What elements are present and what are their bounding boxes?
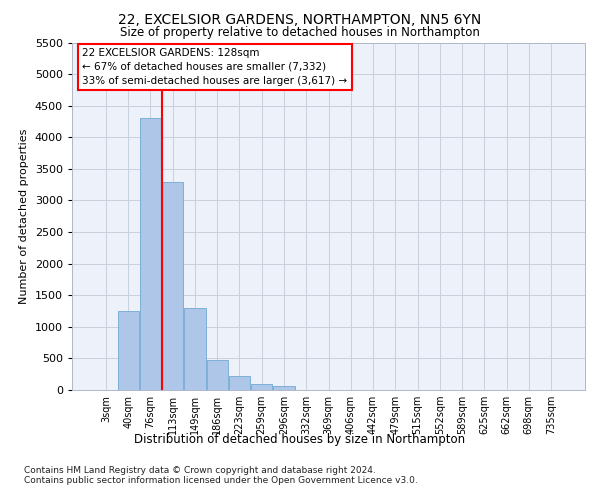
Bar [118,311,139,390]
Bar [184,308,206,390]
Y-axis label: Number of detached properties: Number of detached properties [19,128,29,304]
Bar [274,386,295,390]
Bar [162,182,183,390]
Text: Contains public sector information licensed under the Open Government Licence v3: Contains public sector information licen… [24,476,418,485]
Text: 22, EXCELSIOR GARDENS, NORTHAMPTON, NN5 6YN: 22, EXCELSIOR GARDENS, NORTHAMPTON, NN5 … [118,12,482,26]
Bar [229,376,250,390]
Text: Distribution of detached houses by size in Northampton: Distribution of detached houses by size … [134,432,466,446]
Text: 22 EXCELSIOR GARDENS: 128sqm
← 67% of detached houses are smaller (7,332)
33% of: 22 EXCELSIOR GARDENS: 128sqm ← 67% of de… [82,48,347,86]
Text: Contains HM Land Registry data © Crown copyright and database right 2024.: Contains HM Land Registry data © Crown c… [24,466,376,475]
Bar [206,360,228,390]
Bar [251,384,272,390]
Bar [140,118,161,390]
Text: Size of property relative to detached houses in Northampton: Size of property relative to detached ho… [120,26,480,39]
